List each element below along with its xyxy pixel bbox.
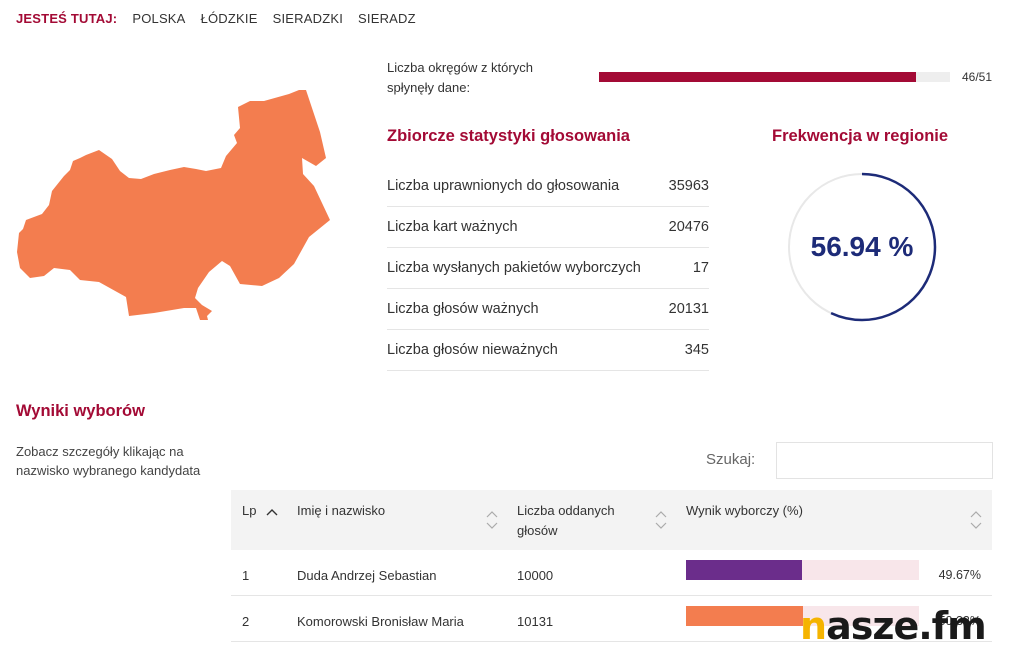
column-header-result[interactable]: Wynik wyborczy (%) [686, 503, 803, 518]
result-bar [686, 560, 919, 580]
nasze-fm-logo: nasze.fm [800, 604, 987, 648]
stats-row-eligible: Liczba uprawnionych do głosowania 35963 [387, 166, 709, 207]
row-lp: 2 [242, 614, 250, 629]
stats-value: 20476 [668, 219, 709, 235]
turnout-ring [787, 172, 937, 322]
column-header-name[interactable]: Imię i nazwisko [297, 503, 386, 518]
districts-progress-count: 46/51 [962, 70, 993, 84]
table-row: 2 Komorowski Bronisław Maria 10131 50.33… [231, 596, 992, 642]
column-header-votes[interactable]: Liczba oddanych głosów [517, 503, 615, 538]
candidate-name-link[interactable]: Duda Andrzej Sebastian [297, 568, 437, 583]
results-title: Wyniki wyborów [16, 402, 145, 420]
sort-both-icon[interactable] [654, 510, 668, 530]
region-map [17, 90, 330, 320]
result-bar-fill [686, 606, 804, 626]
column-header-lp[interactable]: Lp [242, 503, 257, 518]
row-votes: 10000 [517, 568, 554, 583]
stats-label: Liczba wysłanych pakietów wyborczych [387, 260, 641, 276]
result-bar-fill [686, 560, 802, 580]
turnout-value: 56.94 % [810, 231, 914, 262]
stats-row-valid-cards: Liczba kart ważnych 20476 [387, 207, 709, 248]
districts-progress-bar [599, 72, 950, 82]
turnout-ring-arc [787, 172, 937, 322]
results-table: Lp Imię i nazwisko Liczba oddanych głosó… [231, 490, 992, 642]
stats-value: 35963 [668, 178, 709, 194]
table-row: 1 Duda Andrzej Sebastian 10000 49.67% [231, 550, 992, 596]
row-lp: 1 [242, 568, 250, 583]
stats-label: Liczba głosów ważnych [387, 301, 539, 317]
result-bar [686, 606, 919, 626]
turnout-title: Frekwencja w regionie [772, 127, 949, 145]
breadcrumb-label: JESTEŚ TUTAJ: [16, 10, 118, 26]
result-percent: 50.33% [938, 614, 981, 628]
stats-table: Liczba uprawnionych do głosowania 35963 … [387, 166, 709, 371]
breadcrumb-item-voivodeship[interactable]: ŁÓDZKIE [200, 10, 258, 26]
search-input[interactable] [776, 442, 993, 479]
breadcrumb-item-county[interactable]: SIERADZKI [272, 10, 344, 26]
stats-title: Zbiorcze statystyki głosowania [387, 127, 630, 145]
stats-value: 17 [692, 260, 709, 276]
results-table-header: Lp Imię i nazwisko Liczba oddanych głosó… [231, 490, 992, 550]
breadcrumb: JESTEŚ TUTAJ: POLSKA ŁÓDZKIE SIERADZKI S… [16, 9, 431, 27]
stats-value: 345 [684, 342, 709, 358]
stats-label: Liczba kart ważnych [387, 219, 518, 235]
districts-progress-fill [599, 72, 916, 82]
candidate-name-link[interactable]: Komorowski Bronisław Maria [297, 614, 464, 629]
districts-progress-label: Liczba okręgów z których spłynęły dane: [387, 60, 533, 95]
results-hint: Zobacz szczegóły klikając na nazwisko wy… [16, 444, 201, 478]
breadcrumb-item-commune[interactable]: SIERADZ [358, 10, 416, 26]
sort-both-icon[interactable] [485, 510, 499, 530]
region-shape [17, 90, 330, 320]
stats-row-valid-votes: Liczba głosów ważnych 20131 [387, 289, 709, 330]
row-votes: 10131 [517, 614, 554, 629]
stats-label: Liczba uprawnionych do głosowania [387, 178, 620, 194]
stats-row-invalid-votes: Liczba głosów nieważnych 345 [387, 330, 709, 371]
stats-value: 20131 [668, 301, 709, 317]
stats-label: Liczba głosów nieważnych [387, 342, 558, 358]
sort-both-icon[interactable] [969, 510, 983, 530]
result-percent: 49.67% [938, 568, 981, 582]
sort-ascending-icon[interactable] [265, 507, 279, 527]
search-label: Szukaj: [706, 451, 756, 468]
breadcrumb-item-poland[interactable]: POLSKA [132, 10, 186, 26]
stats-row-postal-packages: Liczba wysłanych pakietów wyborczych 17 [387, 248, 709, 289]
